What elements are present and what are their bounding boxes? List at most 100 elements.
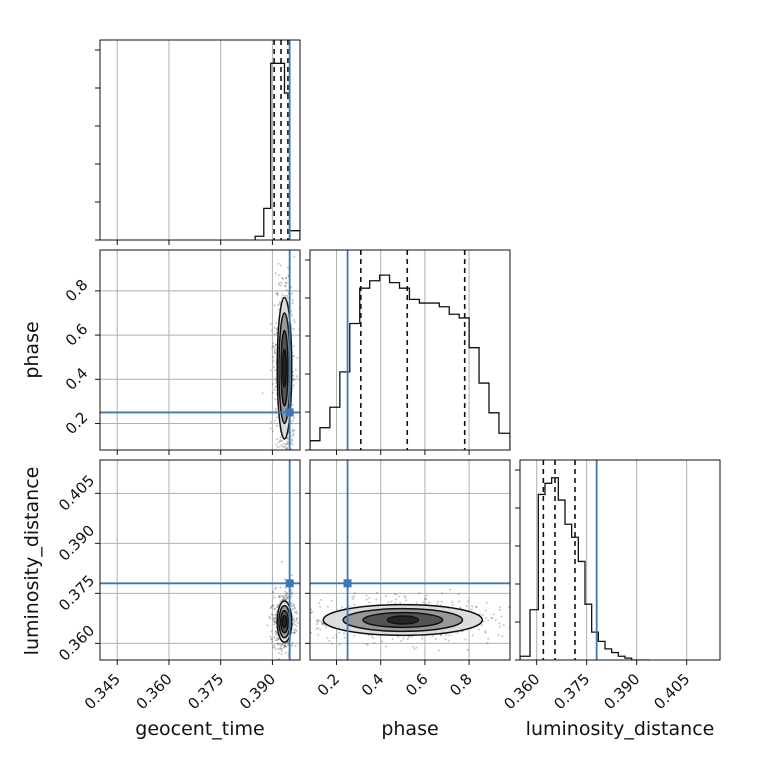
contour-line [342, 607, 464, 633]
sample-point [269, 369, 272, 372]
truth-lines-layer [100, 40, 598, 660]
sample-point [262, 630, 264, 632]
sample-point [283, 644, 286, 647]
sample-point [284, 594, 287, 597]
sample-point [397, 636, 400, 639]
sample-point [280, 599, 283, 602]
sample-point [304, 615, 306, 617]
sample-point [283, 596, 286, 599]
sample-point [318, 605, 321, 608]
sample-point [292, 604, 295, 607]
sample-point [279, 586, 282, 589]
sample-point [277, 648, 280, 651]
sample-point [281, 644, 284, 647]
histogram-step-phase [310, 274, 510, 450]
sample-point [278, 301, 281, 304]
sample-point [271, 391, 274, 394]
sample-point [279, 647, 282, 650]
sample-point [279, 244, 281, 246]
sample-point [498, 606, 501, 609]
sample-point [424, 598, 427, 601]
histogram-geocent-time [254, 40, 300, 240]
sample-point [277, 304, 280, 307]
sample-point [272, 604, 275, 607]
sample-point [291, 302, 294, 305]
sample-point [274, 369, 277, 372]
sample-point [440, 600, 443, 603]
sample-point [480, 624, 483, 627]
sample-point [277, 604, 280, 607]
sample-point [317, 633, 320, 636]
x-tick-label-geocent-time: 0.360 [133, 670, 176, 713]
sample-point [273, 304, 276, 307]
sample-point [353, 603, 356, 606]
sample-point [276, 637, 279, 640]
sample-point [285, 594, 288, 597]
sample-point [272, 646, 275, 649]
sample-point [477, 628, 480, 631]
sample-point [283, 472, 285, 474]
sample-point [275, 343, 278, 346]
sample-point [273, 620, 276, 623]
sample-point [470, 608, 473, 611]
sample-point [293, 623, 296, 626]
panel-frame [519, 459, 721, 661]
sample-point [273, 621, 276, 624]
sample-point [287, 596, 290, 599]
sample-point [415, 602, 418, 605]
sample-point [272, 345, 275, 348]
sample-point [292, 618, 295, 621]
sample-point [273, 326, 276, 329]
sample-point [292, 378, 295, 381]
sample-point [293, 321, 296, 324]
sample-point [276, 424, 279, 427]
sample-point [284, 644, 287, 647]
sample-point [278, 594, 281, 597]
sample-point [276, 604, 279, 607]
sample-point [494, 619, 497, 622]
sample-point [285, 598, 288, 601]
sample-point [498, 625, 501, 628]
grid-group [536, 460, 688, 660]
x-tick-label-luminosity-distance: 0.405 [650, 670, 693, 713]
sample-point [425, 594, 428, 597]
sample-point [402, 637, 405, 640]
sample-point [287, 437, 290, 440]
background-layer [100, 40, 688, 660]
sample-point [283, 445, 286, 448]
x-tick-label-phase: 0.8 [446, 670, 476, 700]
sample-point [385, 645, 388, 648]
sample-point [296, 356, 299, 359]
sample-point [276, 294, 279, 297]
sample-point [292, 622, 295, 625]
sample-point [290, 589, 293, 592]
panel-frame [99, 249, 301, 451]
panel-frame [99, 39, 301, 241]
sample-point [286, 446, 289, 449]
sample-point [338, 643, 341, 646]
sample-point [294, 611, 297, 614]
sample-point [293, 255, 296, 258]
sample-point [366, 643, 369, 646]
sample-point [280, 649, 283, 652]
contour-line [276, 600, 293, 644]
sample-point [283, 645, 286, 648]
sample-point [276, 642, 279, 645]
panel-frame [309, 249, 511, 451]
sample-point [293, 319, 296, 322]
sample-point [274, 351, 277, 354]
sample-point [269, 635, 272, 638]
sample-point [467, 600, 470, 603]
sample-point [281, 277, 284, 280]
sample-point [343, 636, 346, 639]
sample-point [275, 322, 278, 325]
sample-point [415, 646, 418, 649]
sample-point [274, 343, 277, 346]
sample-point [352, 597, 355, 600]
sample-point [271, 613, 274, 616]
sample-point [291, 643, 294, 646]
sample-point [326, 637, 329, 640]
sample-point [335, 634, 338, 637]
sample-point [322, 622, 325, 625]
x-tick-label-luminosity-distance: 0.375 [550, 670, 593, 713]
